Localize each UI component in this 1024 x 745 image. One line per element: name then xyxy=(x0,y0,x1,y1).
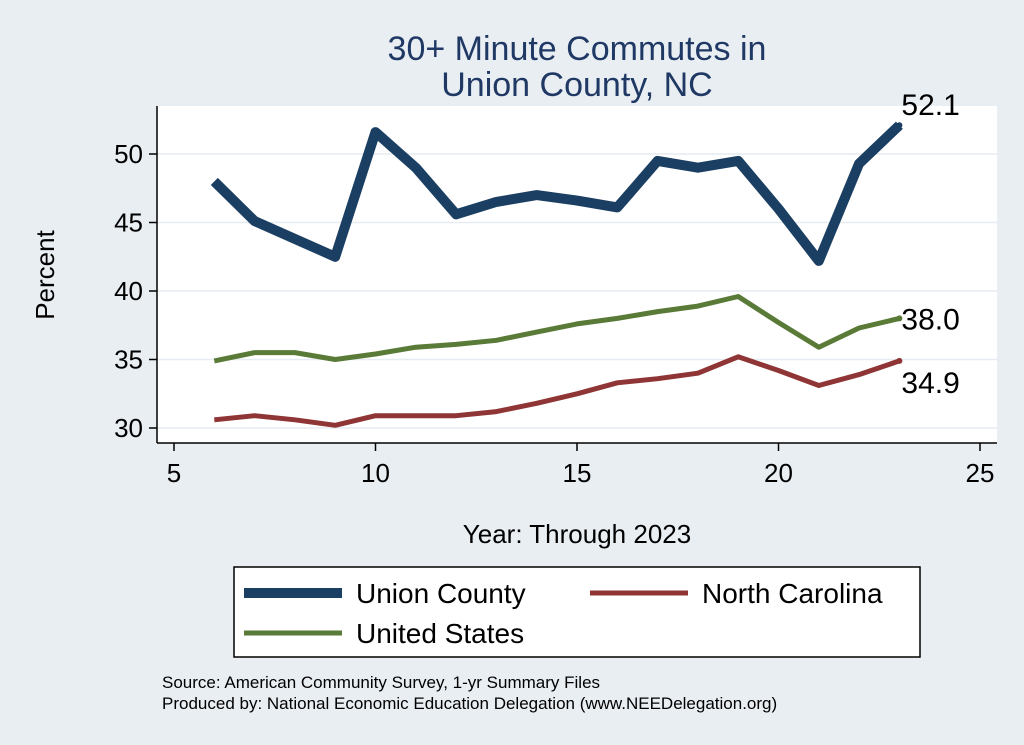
x-tick-label-10: 10 xyxy=(361,458,390,488)
legend-label-union-county: Union County xyxy=(356,578,526,609)
series-lines xyxy=(210,121,903,428)
end-point-union-county xyxy=(896,122,903,129)
axes: 30 35 40 45 50 5 10 15 20 25 xyxy=(114,106,997,488)
x-tick-label-15: 15 xyxy=(563,458,592,488)
y-tick-label-50: 50 xyxy=(114,139,143,169)
producer-note: Produced by: National Economic Education… xyxy=(162,694,777,713)
y-tick-label-40: 40 xyxy=(114,276,143,306)
y-tick-label-30: 30 xyxy=(114,413,143,443)
end-point-united-states xyxy=(896,315,903,322)
x-tick-label-5: 5 xyxy=(167,458,181,488)
end-label-union-county: 52.1 xyxy=(901,89,959,122)
x-axis-label: Year: Through 2023 xyxy=(463,519,691,549)
series-line-north-carolina xyxy=(214,354,901,428)
x-tick-label-20: 20 xyxy=(764,458,793,488)
legend-label-united-states: United States xyxy=(356,618,524,649)
x-tick-label-25: 25 xyxy=(966,458,995,488)
chart-title-line-2: Union County, NC xyxy=(441,66,713,104)
legend: Union County North Carolina United State… xyxy=(233,566,921,658)
end-point-north-carolina xyxy=(896,357,903,364)
series-line-union-county xyxy=(210,121,903,266)
legend-box xyxy=(233,566,921,658)
end-labels: 52.1 34.9 38.0 xyxy=(896,89,960,400)
gridlines xyxy=(157,153,997,429)
y-axis-label: Percent xyxy=(30,229,60,319)
end-label-united-states: 38.0 xyxy=(901,303,959,336)
y-tick-label-35: 35 xyxy=(114,345,143,375)
chart-title-line-1: 30+ Minute Commutes in xyxy=(388,30,767,68)
source-note: Source: American Community Survey, 1-yr … xyxy=(162,673,600,692)
end-label-north-carolina: 34.9 xyxy=(901,367,959,400)
y-tick-label-45: 45 xyxy=(114,208,143,238)
legend-label-north-carolina: North Carolina xyxy=(702,578,883,609)
series-line-united-states xyxy=(213,294,900,364)
